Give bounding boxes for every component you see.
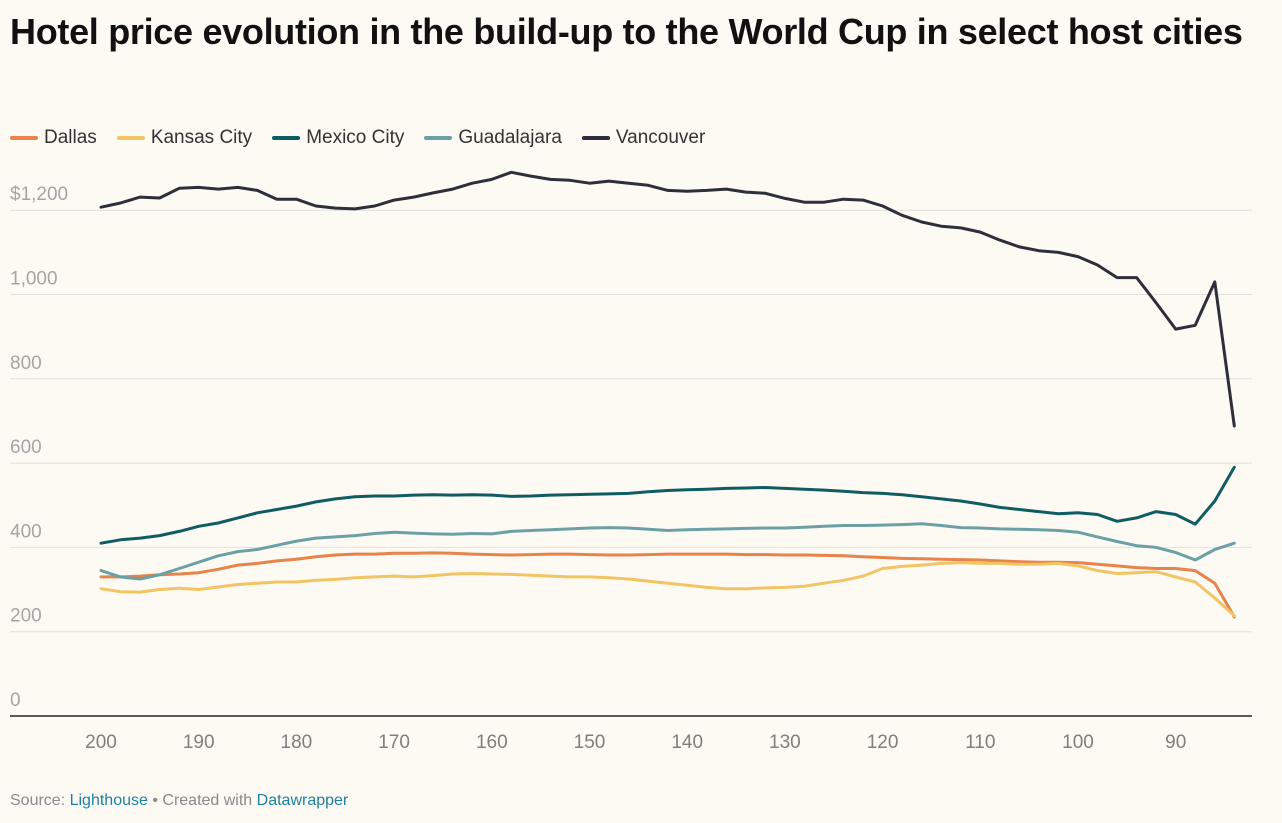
credit-separator: • Created with — [147, 792, 257, 809]
x-tick-label: 130 — [769, 732, 801, 753]
y-tick-label: 400 — [10, 521, 42, 542]
source-link[interactable]: Lighthouse — [69, 792, 148, 809]
series-line-mexico-city — [99, 465, 1236, 545]
series-lines — [99, 170, 1236, 619]
legend-swatch-vancouver — [581, 136, 610, 140]
series-line-dallas — [99, 551, 1236, 619]
x-tick-label: 140 — [671, 732, 703, 753]
x-tick-label: 120 — [867, 732, 899, 753]
legend-item-vancouver: Vancouver — [581, 127, 706, 149]
legend-swatch-guadalajara — [424, 136, 453, 140]
legend-label-guadalajara: Guadalajara — [458, 127, 562, 148]
legend-swatch-dallas — [10, 136, 38, 140]
x-axis-ticks: 200 190 180 170 160 150 140 130 120 110 100 90 — [85, 732, 1186, 753]
y-tick-label: 1,000 — [10, 269, 58, 290]
legend-label-dallas: Dallas — [44, 127, 97, 148]
legend-swatch-mexico-city — [272, 136, 301, 140]
x-tick-label: 150 — [574, 732, 606, 753]
line-chart: 0 200 400 600 800 1,000 $1,200 200 190 180 170 160… — [10, 170, 1252, 753]
legend: Dallas Kansas City Mexico City Guadalaja… — [10, 127, 705, 149]
x-tick-label: 170 — [378, 732, 410, 753]
y-axis-ticks: 0 200 400 600 800 1,000 $1,200 — [10, 184, 68, 711]
legend-item-guadalajara: Guadalajara — [424, 127, 562, 149]
legend-item-mexico-city: Mexico City — [272, 127, 404, 149]
y-tick-label: 600 — [10, 437, 42, 458]
series-line-guadalajara — [99, 522, 1236, 581]
y-tick-label: 0 — [10, 690, 21, 711]
x-tick-label: 100 — [1062, 732, 1094, 753]
x-tick-label: 190 — [183, 732, 215, 753]
x-tick-label: 180 — [281, 732, 313, 753]
source-prefix: Source: — [10, 792, 70, 809]
x-tick-label: 110 — [965, 732, 995, 753]
x-tick-label: 90 — [1165, 732, 1186, 753]
footer-credits: Source: Lighthouse • Created with Datawr… — [10, 792, 348, 810]
x-tick-label: 160 — [476, 732, 508, 753]
series-line-vancouver — [99, 170, 1236, 428]
x-tick-label: 200 — [85, 732, 117, 753]
y-tick-label: $1,200 — [10, 184, 68, 205]
y-tick-label: 200 — [10, 606, 42, 627]
gridlines — [10, 209, 1252, 717]
legend-label-mexico-city: Mexico City — [306, 127, 405, 148]
legend-item-kansas-city: Kansas City — [116, 127, 253, 149]
legend-label-kansas-city: Kansas City — [150, 127, 253, 148]
legend-swatch-kansas-city — [116, 136, 145, 140]
legend-label-vancouver: Vancouver — [615, 127, 706, 148]
datawrapper-link[interactable]: Datawrapper — [256, 792, 349, 809]
y-tick-label: 800 — [10, 353, 42, 374]
series-line-kansas-city — [99, 561, 1236, 618]
chart-title: Hotel price evolution in the build-up to… — [10, 11, 1243, 52]
legend-item-dallas: Dallas — [10, 127, 97, 149]
